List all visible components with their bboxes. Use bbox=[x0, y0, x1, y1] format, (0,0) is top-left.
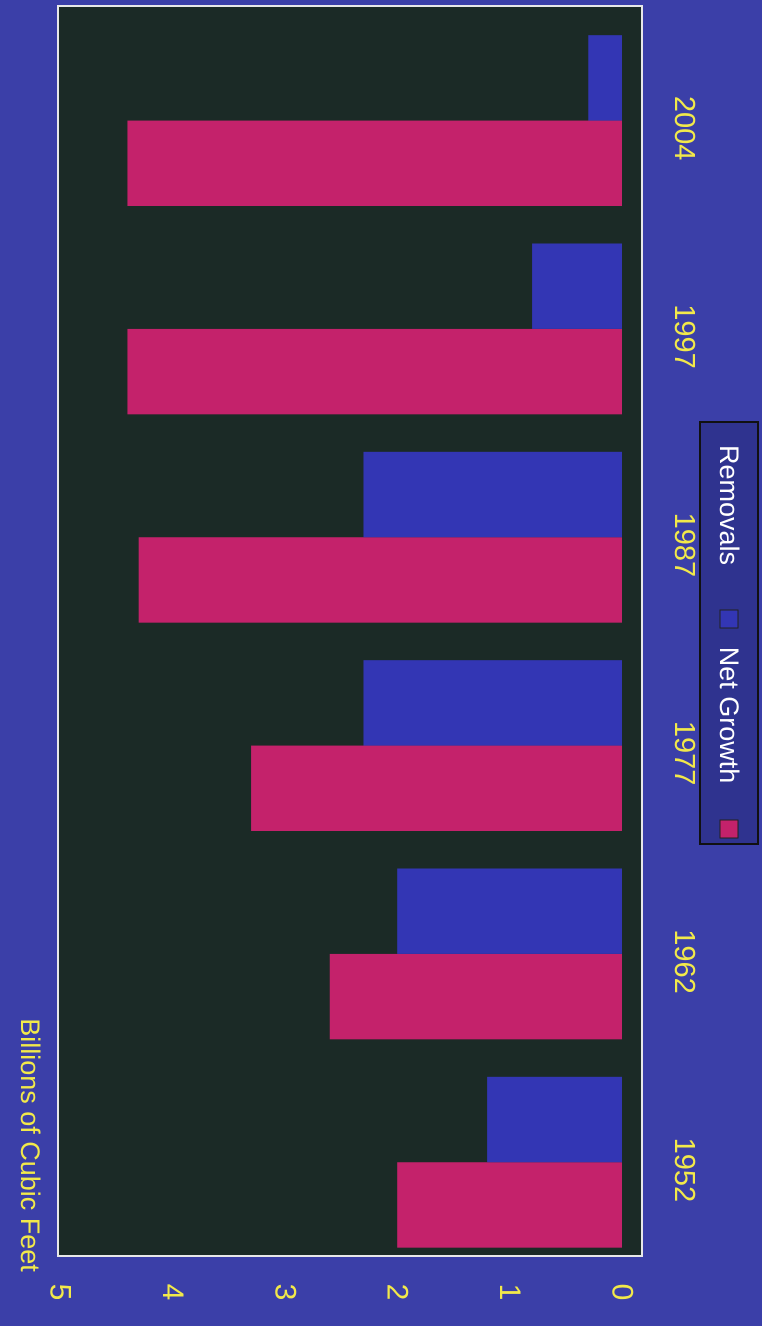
y-tick-label: 0 bbox=[606, 1284, 639, 1301]
category-label-1977: 1977 bbox=[668, 721, 700, 786]
removals-bar-2004 bbox=[588, 35, 622, 121]
net-growth-bar-1962 bbox=[329, 953, 622, 1040]
removals-bar-1987 bbox=[363, 451, 622, 538]
net-growth-legend-swatch bbox=[719, 819, 739, 839]
y-tick-label: 3 bbox=[268, 1284, 301, 1301]
category-label-1962: 1962 bbox=[668, 929, 700, 994]
bars-layer bbox=[127, 35, 622, 1248]
x-axis: 1952 1962 1977 1987 1997 2004 bbox=[668, 96, 700, 1202]
y-tick-label: 5 bbox=[44, 1284, 77, 1301]
net-growth-legend-label: Net Growth bbox=[714, 647, 744, 784]
removals-bar-1977 bbox=[363, 660, 622, 746]
legend: Net Growth Removals bbox=[699, 421, 759, 845]
y-axis: 0 1 2 3 4 5 bbox=[44, 1284, 639, 1301]
removals-bar-1962 bbox=[397, 868, 622, 954]
removals-legend-label: Removals bbox=[714, 445, 744, 565]
plot-area bbox=[57, 5, 643, 1257]
y-tick-label: 2 bbox=[381, 1284, 414, 1301]
net-growth-bar-1997 bbox=[127, 328, 622, 415]
net-growth-bar-2004 bbox=[127, 120, 622, 206]
removals-bar-1997 bbox=[532, 243, 622, 329]
y-tick-label: 1 bbox=[493, 1284, 526, 1301]
net-growth-bar-1952 bbox=[397, 1162, 622, 1248]
removals-legend-swatch bbox=[719, 609, 739, 629]
net-growth-bar-1977 bbox=[251, 745, 622, 831]
y-tick-label: 4 bbox=[156, 1284, 189, 1301]
category-label-2004: 2004 bbox=[668, 96, 700, 161]
net-growth-bar-1987 bbox=[138, 537, 622, 623]
category-label-1997: 1997 bbox=[668, 304, 700, 369]
legend-box bbox=[699, 421, 759, 845]
removals-bar-1952 bbox=[487, 1076, 622, 1163]
y-axis-label: Billions of Cubic Feet bbox=[15, 1018, 45, 1272]
category-label-1952: 1952 bbox=[668, 1138, 700, 1203]
category-label-1987: 1987 bbox=[668, 513, 700, 578]
